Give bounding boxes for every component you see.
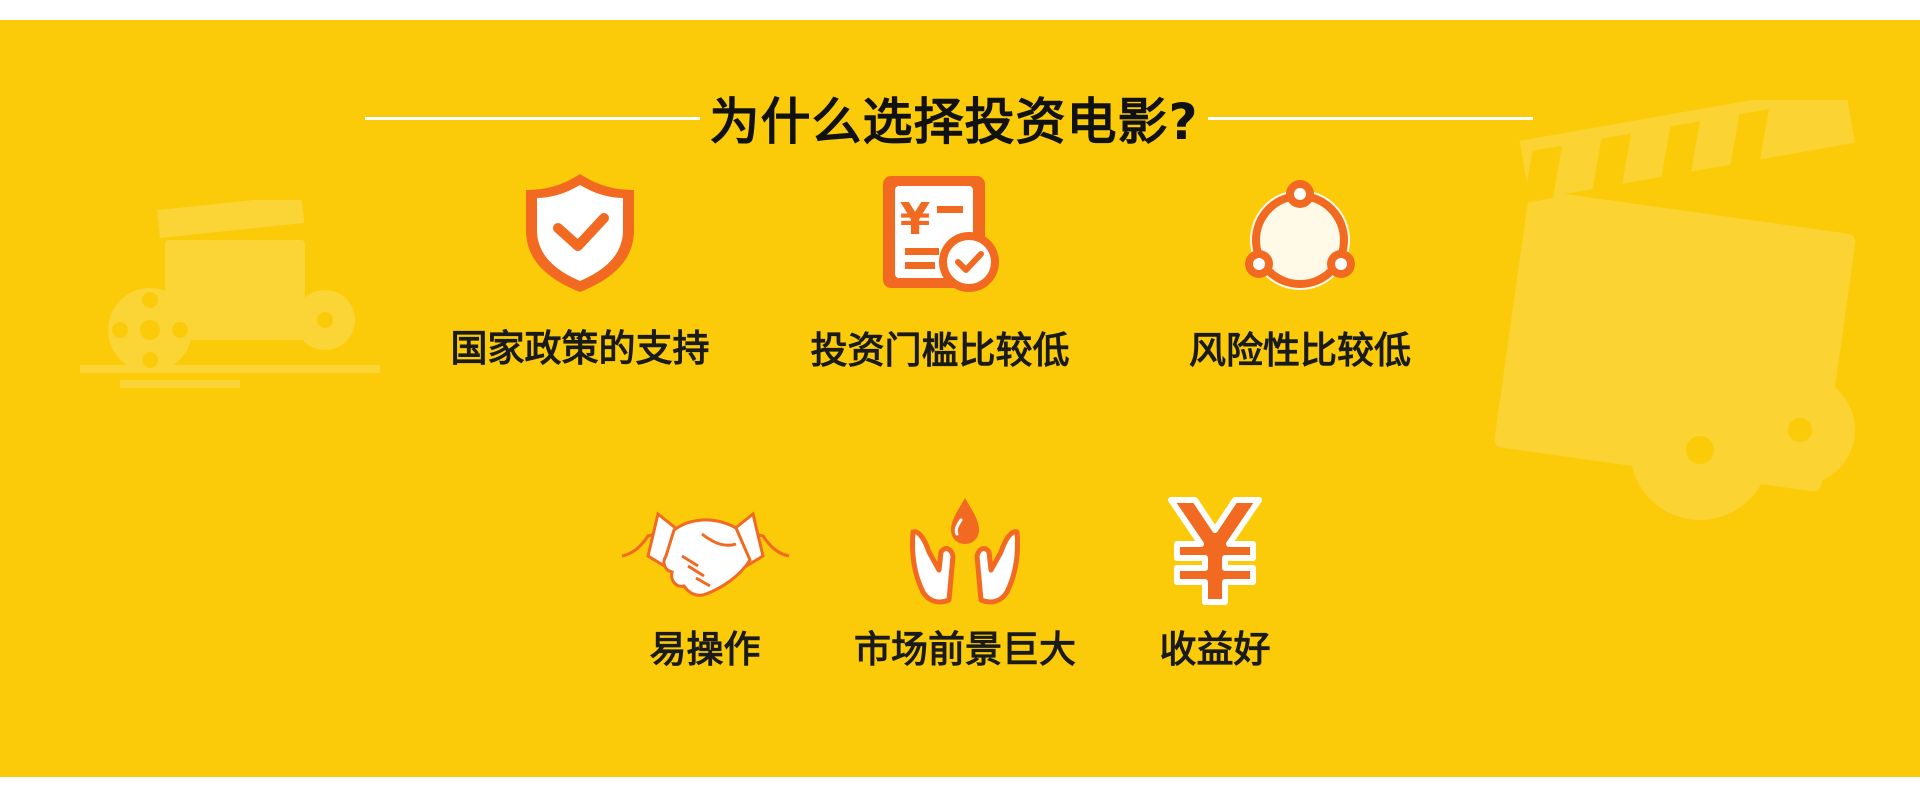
feature-low-risk: 风险性比较低 xyxy=(1160,172,1440,373)
hands-drop-icon xyxy=(910,498,1020,605)
feature-label: 易操作 xyxy=(649,628,761,671)
feature-label: 市场前景巨大 xyxy=(854,628,1076,671)
feature-label: 投资门槛比较低 xyxy=(810,329,1070,372)
feature-label: 收益好 xyxy=(1159,628,1271,671)
feature-easy-operation: 易操作 xyxy=(605,496,805,672)
section-title: 为什么选择投资电影? xyxy=(709,93,1199,151)
feature-low-threshold: ¥ 投资门槛比较低 xyxy=(800,172,1080,373)
shield-check-icon xyxy=(526,174,634,292)
title-divider-left xyxy=(365,117,700,120)
yuan-document-icon: ¥ xyxy=(883,176,999,292)
film-clapper-large-icon xyxy=(1494,100,1856,520)
feature-label: 风险性比较低 xyxy=(1189,329,1411,372)
feature-good-returns: 收益好 xyxy=(1125,496,1305,672)
svg-text:¥: ¥ xyxy=(900,194,931,245)
handshake-icon xyxy=(621,511,789,597)
film-clapper-reels-icon xyxy=(80,200,380,388)
yuan-symbol-icon xyxy=(1168,497,1262,605)
title-divider-right xyxy=(1208,117,1533,120)
connected-circle-icon xyxy=(1245,180,1355,290)
feature-label: 国家政策的支持 xyxy=(450,327,710,370)
feature-market-prospect: 市场前景巨大 xyxy=(835,496,1095,672)
feature-policy-support: 国家政策的支持 xyxy=(440,170,720,371)
why-invest-banner: 为什么选择投资电影? 国家政策的支持 ¥ 投资门槛比较低 xyxy=(0,20,1920,777)
